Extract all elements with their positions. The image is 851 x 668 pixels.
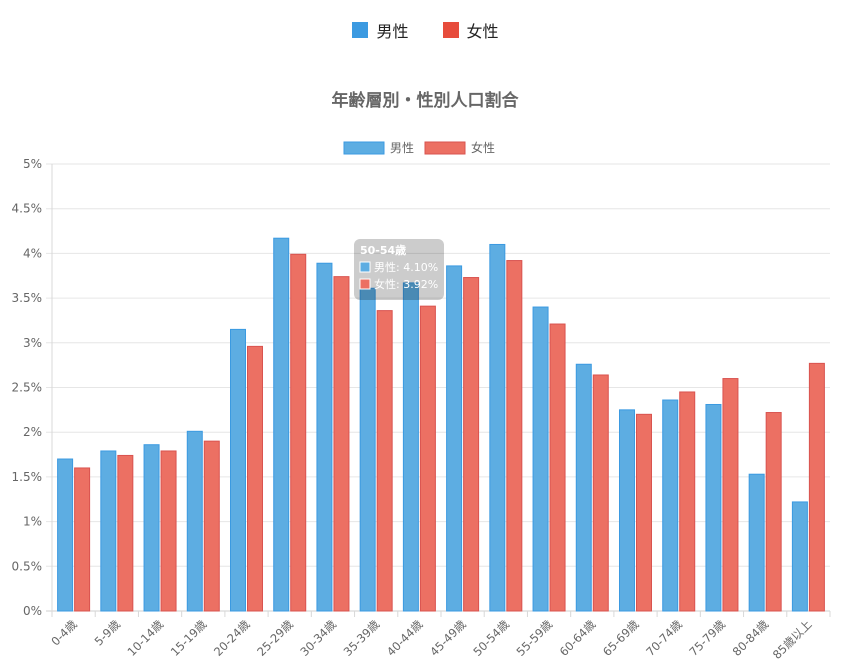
x-tick-label: 30-34歳 <box>297 617 339 659</box>
y-tick-label: 3.5% <box>12 291 43 305</box>
bar-female[interactable] <box>376 310 393 612</box>
bar-male[interactable] <box>230 328 246 612</box>
tooltip-swatch <box>359 261 371 273</box>
bar-male[interactable] <box>143 444 160 612</box>
bar-male[interactable] <box>446 265 463 612</box>
chart-title: 年齢層別・性別人口割合 <box>332 90 520 111</box>
bar-female[interactable] <box>117 454 134 612</box>
tooltip-title: 50-54歳 <box>360 243 406 257</box>
x-tick-label: 5-9歳 <box>92 617 124 649</box>
legend-label-male: 男性 <box>376 22 409 41</box>
bar-male[interactable] <box>489 243 506 612</box>
x-tick-label: 80-84歳 <box>730 617 772 659</box>
chart-legend-swatch <box>424 141 466 155</box>
x-tick-label: 10-14歳 <box>125 617 167 659</box>
y-tick-label: 2.5% <box>12 381 43 395</box>
bar-female[interactable] <box>160 450 177 612</box>
bar-male[interactable] <box>662 399 679 612</box>
legend-item-male[interactable]: 男性 <box>352 18 409 42</box>
bar-male[interactable] <box>316 262 333 612</box>
x-tick-label: 60-64歳 <box>557 617 599 659</box>
bar-female[interactable] <box>808 362 825 612</box>
x-tick-label: 35-39歳 <box>341 617 383 659</box>
bar-female[interactable] <box>549 323 566 612</box>
bar-male[interactable] <box>619 409 635 612</box>
bar-female[interactable] <box>506 260 523 612</box>
y-tick-label: 3% <box>23 336 42 350</box>
bar-male[interactable] <box>791 501 808 612</box>
x-tick-label: 85歳以上 <box>770 617 815 662</box>
x-tick-label: 40-44歳 <box>384 617 426 659</box>
bar-male[interactable] <box>575 363 592 612</box>
legend-item-female[interactable]: 女性 <box>442 18 499 42</box>
bar-female[interactable] <box>679 391 696 612</box>
bar-female[interactable] <box>333 276 350 612</box>
bar-female[interactable] <box>419 305 436 612</box>
bar-female[interactable] <box>247 345 263 612</box>
bar-male[interactable] <box>273 237 290 612</box>
tooltip <box>354 239 444 300</box>
x-tick-label: 50-54歳 <box>470 617 512 659</box>
bar-female[interactable] <box>74 467 91 612</box>
bar-female[interactable] <box>203 440 220 612</box>
bar-female[interactable] <box>592 374 609 612</box>
bar-female[interactable] <box>636 413 652 612</box>
x-tick-label: 55-59歳 <box>514 617 556 659</box>
y-tick-label: 4% <box>23 246 42 260</box>
x-tick-label: 75-79歳 <box>686 617 728 659</box>
top-legend: 男性 女性 <box>0 18 851 42</box>
y-tick-label: 0% <box>23 604 42 618</box>
chart-legend-label: 女性 <box>471 140 495 155</box>
y-tick-label: 2% <box>23 425 42 439</box>
y-tick-label: 1% <box>23 515 42 529</box>
x-tick-label: 25-29歳 <box>254 617 296 659</box>
bar-female[interactable] <box>463 277 480 612</box>
tooltip-line: 女性: 3.92% <box>374 277 438 291</box>
chart-legend-label: 男性 <box>390 141 414 155</box>
chart-legend-swatch <box>343 141 385 155</box>
x-tick-label: 70-74歳 <box>643 617 685 659</box>
x-tick-label: 15-19歳 <box>168 617 210 659</box>
bar-male[interactable] <box>532 306 549 612</box>
bar-male[interactable] <box>359 287 376 612</box>
tooltip-line: 男性: 4.10% <box>374 260 438 274</box>
y-tick-label: 0.5% <box>12 559 43 573</box>
bar-male[interactable] <box>705 403 722 612</box>
y-tick-label: 4.5% <box>12 202 43 216</box>
y-tick-label: 1.5% <box>12 470 43 484</box>
legend-label-female: 女性 <box>466 22 499 41</box>
bar-male[interactable] <box>748 473 765 612</box>
x-tick-label: 20-24歳 <box>211 617 253 659</box>
tooltip-swatch <box>359 278 371 290</box>
x-tick-label: 65-69歳 <box>600 617 642 659</box>
bar-male[interactable] <box>402 282 419 612</box>
y-tick-label: 5% <box>23 157 42 171</box>
x-tick-label: 45-49歳 <box>427 617 469 659</box>
bar-female[interactable] <box>765 412 782 612</box>
bar-female[interactable] <box>290 253 307 612</box>
legend-swatch-male <box>352 22 369 38</box>
legend-swatch-female <box>442 22 459 38</box>
bar-female[interactable] <box>722 378 739 612</box>
bar-male[interactable] <box>186 430 203 612</box>
bar-male[interactable] <box>100 450 117 612</box>
bar-male[interactable] <box>57 458 74 612</box>
x-tick-label: 0-4歳 <box>48 617 80 649</box>
